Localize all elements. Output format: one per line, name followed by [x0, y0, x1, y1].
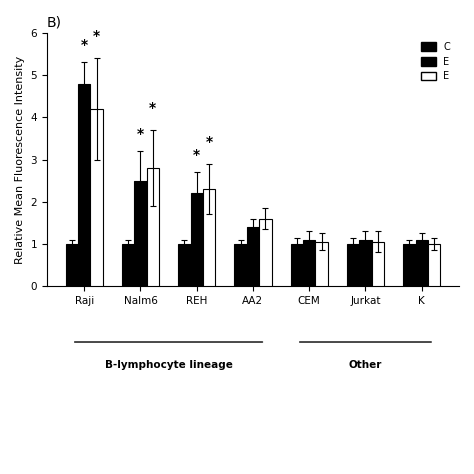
Bar [91, 109, 103, 286]
Bar [203, 189, 215, 286]
Bar [178, 244, 191, 286]
Text: B): B) [47, 15, 62, 29]
Bar [259, 219, 272, 286]
Bar [347, 244, 359, 286]
Bar [359, 240, 372, 286]
Y-axis label: Relative Mean Fluorescence Intensity: Relative Mean Fluorescence Intensity [15, 55, 25, 264]
Bar [428, 244, 440, 286]
Text: Other: Other [349, 360, 382, 370]
Bar [416, 240, 428, 286]
Text: *: * [206, 135, 213, 149]
Bar [122, 244, 134, 286]
Bar [247, 227, 259, 286]
Text: B-lymphocyte lineage: B-lymphocyte lineage [105, 360, 233, 370]
Bar [146, 168, 159, 286]
Legend: C, E, E: C, E, E [417, 38, 454, 85]
Text: *: * [193, 148, 200, 162]
Text: *: * [81, 38, 88, 52]
Text: *: * [137, 127, 144, 141]
Bar [315, 242, 328, 286]
Bar [291, 244, 303, 286]
Bar [234, 244, 247, 286]
Bar [191, 193, 203, 286]
Bar [303, 240, 315, 286]
Bar [78, 83, 91, 286]
Bar [65, 244, 78, 286]
Text: *: * [149, 101, 156, 115]
Bar [372, 242, 384, 286]
Bar [403, 244, 416, 286]
Bar [134, 181, 146, 286]
Text: *: * [93, 29, 100, 44]
